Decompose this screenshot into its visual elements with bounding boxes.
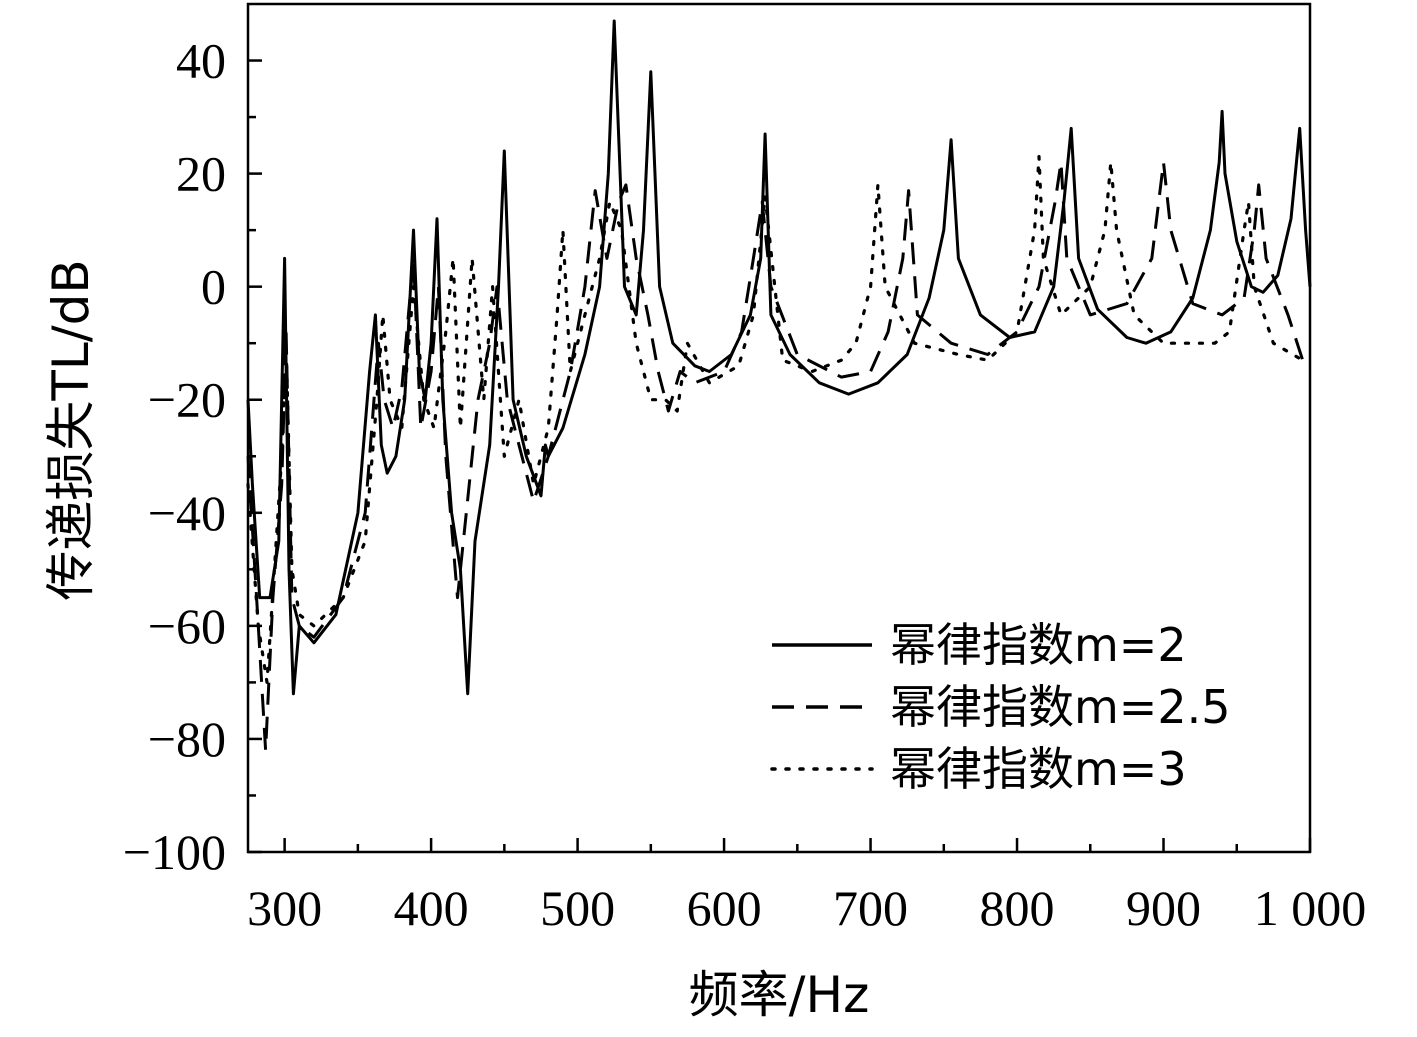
y-tick-label: 40 [176,33,226,89]
y-tick-label: −100 [123,824,226,880]
y-tick-label: −60 [148,598,226,654]
x-tick-labels: 300 400 500 600 700 800 900 1 000 [247,880,1366,936]
x-tick-label: 1 000 [1254,880,1367,936]
series-line-2 [246,160,1305,752]
x-tick-label: 400 [394,880,469,936]
x-tick-label: 700 [833,880,908,936]
x-tick-label: 900 [1126,880,1201,936]
legend-label-2: 幂律指数m=2.5 [890,680,1231,734]
y-tick-label: −40 [148,485,226,541]
legend-label-3: 幂律指数m=3 [890,742,1187,796]
series-line-1 [246,19,1312,696]
series-group [246,19,1312,752]
x-tick-label: 800 [980,880,1055,936]
y-tick-label: 20 [176,146,226,202]
legend: 幂律指数m=2 幂律指数m=2.5 幂律指数m=3 [770,618,1231,796]
y-tick-label: −80 [148,711,226,767]
y-axis-title: 传递损失TL/dB [42,259,100,600]
x-axis-title: 频率/Hz [689,966,870,1024]
y-tick-label: 0 [201,259,226,315]
y-tick-label: −20 [148,372,226,428]
x-tick-label: 500 [540,880,615,936]
x-tick-label: 300 [247,880,322,936]
series-line-3 [246,155,1305,685]
axis-ticks [248,59,1312,854]
x-tick-label: 600 [687,880,762,936]
y-tick-labels: −100 −80 −60 −40 −20 0 20 40 [123,33,226,880]
legend-label-1: 幂律指数m=2 [890,618,1187,672]
